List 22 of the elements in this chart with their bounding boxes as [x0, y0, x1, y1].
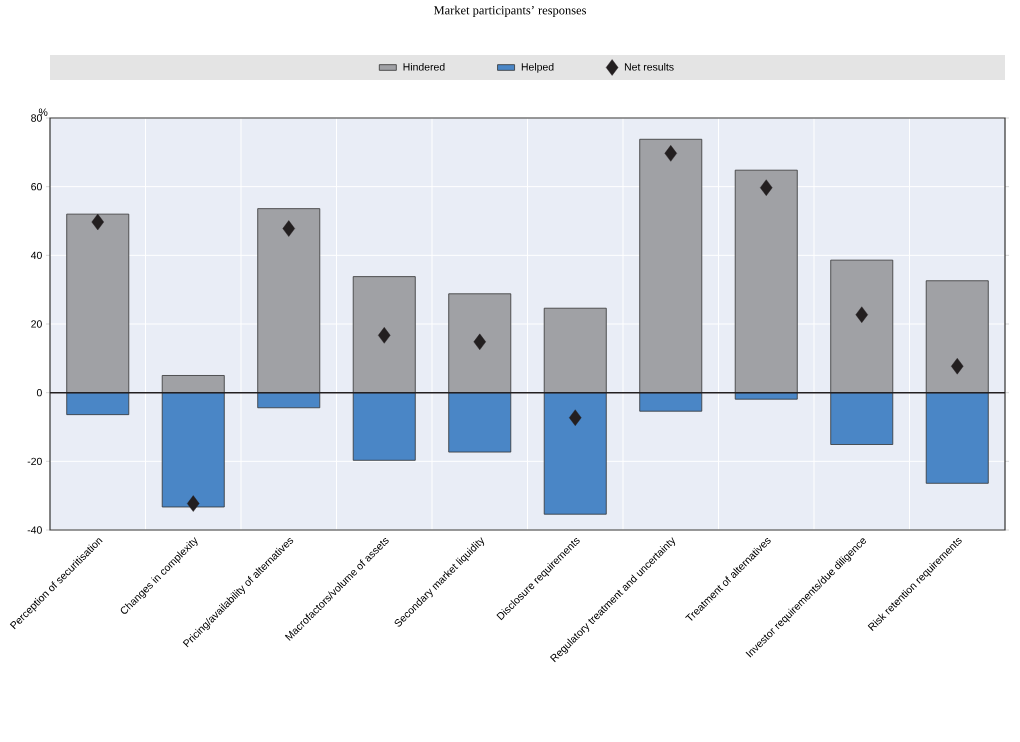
point [664, 145, 677, 162]
y-axis-title: % [38, 108, 48, 116]
chart-title: Market participants’ responses [433, 5, 586, 17]
y-tick-label: 60 [31, 182, 42, 191]
point [187, 495, 200, 512]
point [282, 220, 295, 237]
point [951, 358, 964, 375]
point [91, 213, 104, 231]
y-tick-label: -40 [27, 526, 42, 534]
legend-label: Hindered [403, 62, 445, 71]
point [378, 327, 391, 344]
y-tick-label: 0 [36, 388, 42, 397]
y-tick-label: 20 [31, 320, 42, 328]
point [760, 179, 773, 196]
point [855, 306, 868, 323]
y-tick-label: 40 [30, 251, 42, 260]
legend-label: Helped [521, 62, 554, 73]
y-tick-label: 80 [31, 114, 42, 122]
point [473, 333, 486, 351]
y-tick-label: -20 [27, 457, 42, 466]
legend-label: Net results [624, 62, 674, 71]
point [569, 409, 582, 426]
